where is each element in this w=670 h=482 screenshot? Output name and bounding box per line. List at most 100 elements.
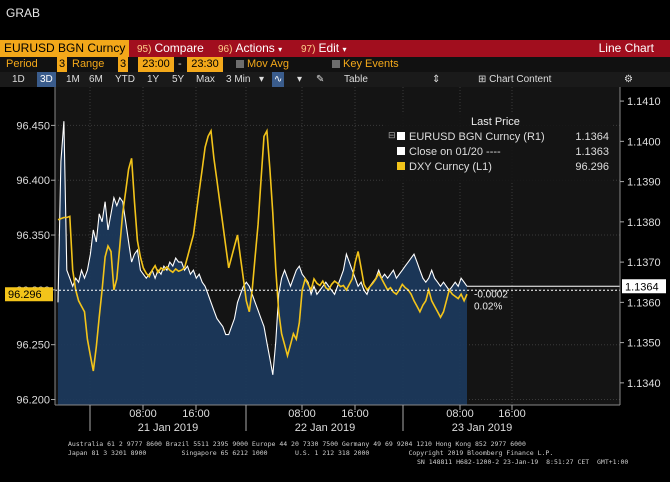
right-last-value: 1.1364 (625, 281, 659, 293)
range-from-field[interactable]: 23:00 (138, 57, 174, 72)
line-chart-icon[interactable]: ∿ (272, 72, 285, 87)
legend-label: DXY Curncy (L1) (409, 161, 492, 173)
interval-select[interactable]: 3 Min (226, 74, 251, 85)
timeframe-max[interactable]: Max (196, 74, 215, 85)
chevron-down-icon: ▾ (342, 45, 347, 54)
legend-swatch (397, 132, 405, 140)
right-tick-label: 1.1400 (627, 136, 661, 148)
window-title: GRAB (6, 6, 41, 20)
timeframe-1m[interactable]: 1M (66, 74, 80, 85)
timeframe-1d[interactable]: 1D (12, 74, 25, 85)
edit-menu[interactable]: 97) Edit ▾ (301, 40, 347, 57)
change-percent: 0.02% (474, 301, 502, 312)
footer-line-2: Japan 81 3 3201 8900 Singapore 65 6212 1… (68, 449, 554, 457)
legend-row-close: Close on 01/20 ---- 1.1363 (397, 146, 609, 158)
left-last-tag (5, 287, 53, 302)
timeframe-bar: 1D 3D 1M 6M YTD 1Y 5Y Max 3 Min ▾ ∿ ▾ ✎ … (0, 72, 670, 87)
chart-axes (51, 87, 624, 431)
x-tick-label: 16:00 (182, 408, 210, 420)
legend-close-icon[interactable]: ⊟ (388, 130, 396, 140)
x-tick-label: 08:00 (129, 408, 157, 420)
legend-value: 1.1364 (575, 131, 609, 143)
legend-label: Close on 01/20 ---- (409, 146, 501, 158)
right-last-tag (622, 279, 666, 294)
legend-row-eurusd: EURUSD BGN Curncy (R1) 1.1364 (397, 131, 609, 143)
draw-tool-icon[interactable]: ✎ (316, 74, 325, 85)
chevron-down-icon[interactable]: ▾ (259, 74, 265, 85)
chart-content-icon: ⊞ (478, 74, 487, 85)
right-tick-label: 1.1340 (627, 378, 661, 390)
left-tick-label: 96.400 (16, 175, 50, 187)
right-tick-label: 1.1390 (627, 177, 661, 189)
legend-swatch (397, 162, 405, 170)
eurusd-line (57, 121, 468, 375)
range-to-field[interactable]: 23:30 (187, 57, 223, 72)
settings-bar: Period 3 Range 3 23:00 - 23:30 Mov Avg K… (0, 57, 670, 72)
edit-label: Edit (318, 41, 340, 55)
legend-title: Last Price (471, 116, 520, 128)
security-ticker[interactable]: EURUSD BGN Curncy (0, 40, 130, 57)
chart-content-label: Chart Content (489, 74, 552, 85)
edit-num: 97) (301, 44, 316, 55)
footer-line-1: Australia 61 2 9777 8600 Brazil 5511 239… (68, 440, 526, 448)
left-tick-label: 96.200 (16, 395, 50, 407)
chart-legend[interactable]: Last Price ⊟ EURUSD BGN Curncy (R1) 1.136… (385, 113, 612, 181)
table-button[interactable]: Table (344, 74, 368, 85)
toolbar (0, 40, 670, 57)
right-tick-label: 1.1410 (627, 96, 661, 108)
footer-line-3: SN 148811 H682-1200-2 23-Jan-19 8:51:27 … (417, 458, 629, 466)
right-tick-label: 1.1380 (627, 217, 661, 229)
mov-avg-checkbox[interactable] (236, 60, 244, 68)
chart-content-button[interactable]: ⊞ Chart Content (478, 72, 551, 87)
left-tick-label: 96.350 (16, 230, 50, 242)
actions-menu[interactable]: 96) Actions ▾ (218, 40, 282, 57)
left-tick-label: 96.250 (16, 340, 50, 352)
actions-num: 96) (218, 44, 233, 55)
timeframe-ytd[interactable]: YTD (115, 74, 135, 85)
chevron-down-icon: ▾ (278, 45, 283, 54)
settings-gear-icon[interactable]: ⚙ (624, 74, 633, 85)
range-separator: - (178, 58, 182, 70)
right-tick-label: 1.1370 (627, 257, 661, 269)
x-tick-label: 08:00 (446, 408, 474, 420)
dxy-line (57, 128, 468, 372)
day-label: 22 Jan 2019 (295, 422, 356, 434)
collapse-icon[interactable]: ⇕ (432, 74, 441, 85)
x-tick-label: 16:00 (341, 408, 369, 420)
right-tick-label: 1.1350 (627, 338, 661, 350)
eurusd-fill (58, 121, 467, 405)
period-field[interactable]: 3 (57, 57, 67, 72)
change-absolute: -0.0002 (474, 289, 508, 300)
timeframe-3d[interactable]: 3D (37, 72, 56, 87)
compare-label: Compare (154, 41, 204, 55)
left-tick-label: 96.450 (16, 120, 50, 132)
actions-label: Actions (235, 41, 275, 55)
key-events-checkbox[interactable] (332, 60, 340, 68)
right-tick-label: 1.1360 (627, 297, 661, 309)
legend-value: 96.296 (575, 161, 609, 173)
timeframe-6m[interactable]: 6M (89, 74, 103, 85)
legend-row-dxy: DXY Curncy (L1) 96.296 (397, 161, 609, 173)
timeframe-1y[interactable]: 1Y (147, 74, 160, 85)
range-label: Range (72, 58, 105, 70)
chart-lines (55, 121, 620, 375)
chevron-down-icon[interactable]: ▾ (297, 74, 303, 85)
chart-mode-label[interactable]: Line Chart (598, 41, 654, 55)
legend-label: EURUSD BGN Curncy (R1) (409, 131, 545, 143)
compare-num: 95) (137, 44, 152, 55)
key-events-label: Key Events (343, 58, 399, 70)
day-label: 23 Jan 2019 (452, 422, 513, 434)
compare-menu[interactable]: 95) Compare (137, 40, 204, 57)
period-label: Period (6, 58, 38, 70)
timeframe-5y[interactable]: 5Y (172, 74, 185, 85)
x-tick-label: 08:00 (288, 408, 316, 420)
day-label: 21 Jan 2019 (138, 422, 199, 434)
left-last-value: 96.296 (8, 289, 42, 301)
x-tick-label: 16:00 (498, 408, 526, 420)
range-field[interactable]: 3 (118, 57, 128, 72)
eurusd-area (58, 121, 467, 405)
chart-labels: 96.45096.40096.35096.30096.25096.2001.14… (5, 96, 666, 434)
legend-swatch (397, 147, 405, 155)
mov-avg-label: Mov Avg (247, 58, 289, 70)
legend-value: 1.1363 (575, 146, 609, 158)
